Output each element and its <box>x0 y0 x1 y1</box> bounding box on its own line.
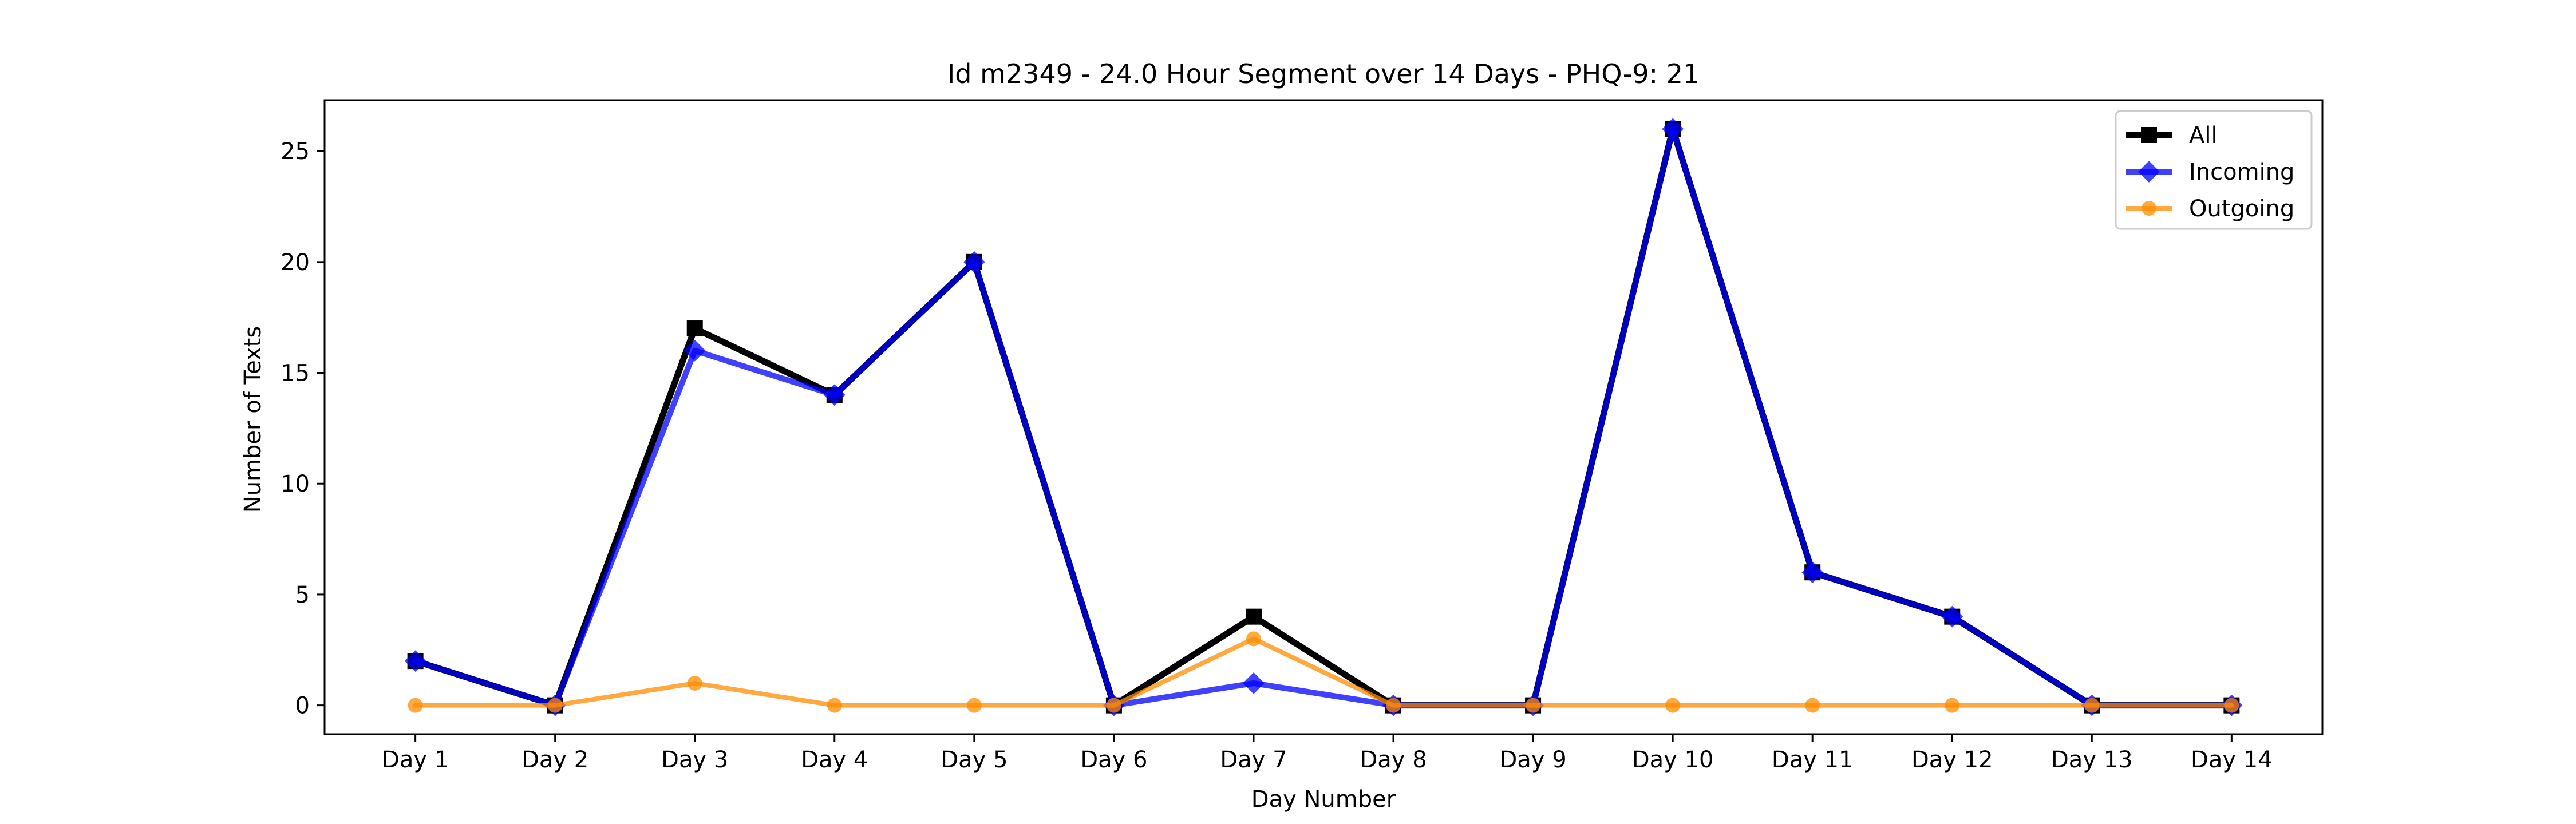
series-line <box>413 636 2234 708</box>
y-tick-label: 10 <box>280 471 310 497</box>
x-tick-label: Day 3 <box>661 747 728 773</box>
data-point <box>1106 698 1121 713</box>
legend-item: All <box>2126 122 2218 149</box>
x-tick-label: Day 14 <box>2191 747 2273 773</box>
x-tick-label: Day 2 <box>521 747 588 773</box>
y-tick-label: 15 <box>280 360 310 387</box>
data-point <box>963 251 985 273</box>
x-axis-label: Day Number <box>1251 786 1396 813</box>
legend: All Incoming Outgoing <box>2115 110 2313 230</box>
legend-item: Outgoing <box>2126 196 2294 222</box>
x-tick-label: Day 11 <box>1772 747 1854 773</box>
legend-marker <box>2141 127 2157 143</box>
data-point <box>823 384 846 406</box>
x-tick-label: Day 9 <box>1500 747 1567 773</box>
legend-marker <box>2142 201 2156 216</box>
data-point <box>1246 631 1261 647</box>
x-tick-label: Day 13 <box>2051 747 2133 773</box>
data-point <box>687 675 702 691</box>
data-point <box>1386 698 1401 713</box>
data-point <box>1662 118 1684 140</box>
legend-label: Outgoing <box>2189 196 2294 222</box>
legend-label: Incoming <box>2189 159 2294 185</box>
legend-marker <box>2138 161 2160 183</box>
x-tick-label: Day 7 <box>1220 747 1287 773</box>
chart-title: Id m2349 - 24.0 Hour Segment over 14 Day… <box>947 58 1700 89</box>
data-point <box>1665 698 1681 713</box>
data-point <box>1243 672 1265 694</box>
x-tick-label: Day 8 <box>1360 747 1427 773</box>
data-point <box>404 650 426 672</box>
x-tick-label: Day 12 <box>1911 747 1993 773</box>
series-incoming <box>404 118 2243 716</box>
y-tick-label: 25 <box>280 138 310 165</box>
x-tick-label: Day 5 <box>941 747 1008 773</box>
series-line <box>412 126 2235 708</box>
data-point <box>2224 698 2239 713</box>
axes-layer: Day 1 Day 2 Day 3 Day 4 Day 5 Day 6 Day 7 Day 8… <box>280 99 2324 773</box>
x-tick-label: Day 4 <box>801 747 868 773</box>
y-tick-label: 0 <box>295 693 310 719</box>
data-point <box>966 698 982 713</box>
data-point <box>408 698 423 713</box>
data-point <box>547 698 563 713</box>
legend-box <box>2115 110 2313 230</box>
data-point <box>827 698 842 713</box>
data-point <box>686 320 703 337</box>
x-tick-label: Day 10 <box>1632 747 1714 773</box>
data-point <box>1945 698 1960 713</box>
data-point <box>1801 561 1824 584</box>
data-point <box>1245 608 1262 625</box>
data-point <box>1941 605 1963 628</box>
data-point <box>1526 698 1541 713</box>
data-point <box>1805 698 1820 713</box>
data-point <box>2084 698 2100 713</box>
data-point <box>683 339 706 362</box>
series-outgoing <box>408 631 2239 713</box>
legend-item: Incoming <box>2126 159 2294 185</box>
y-tick-label: 5 <box>295 582 310 608</box>
x-tick-label: Day 1 <box>382 747 449 773</box>
plot-frame <box>323 99 2324 735</box>
x-tick-label: Day 6 <box>1080 747 1147 773</box>
y-axis-label: Number of Texts <box>240 326 266 513</box>
series-layer <box>404 118 2243 716</box>
y-tick-label: 20 <box>280 249 310 276</box>
legend-label: All <box>2189 122 2218 149</box>
